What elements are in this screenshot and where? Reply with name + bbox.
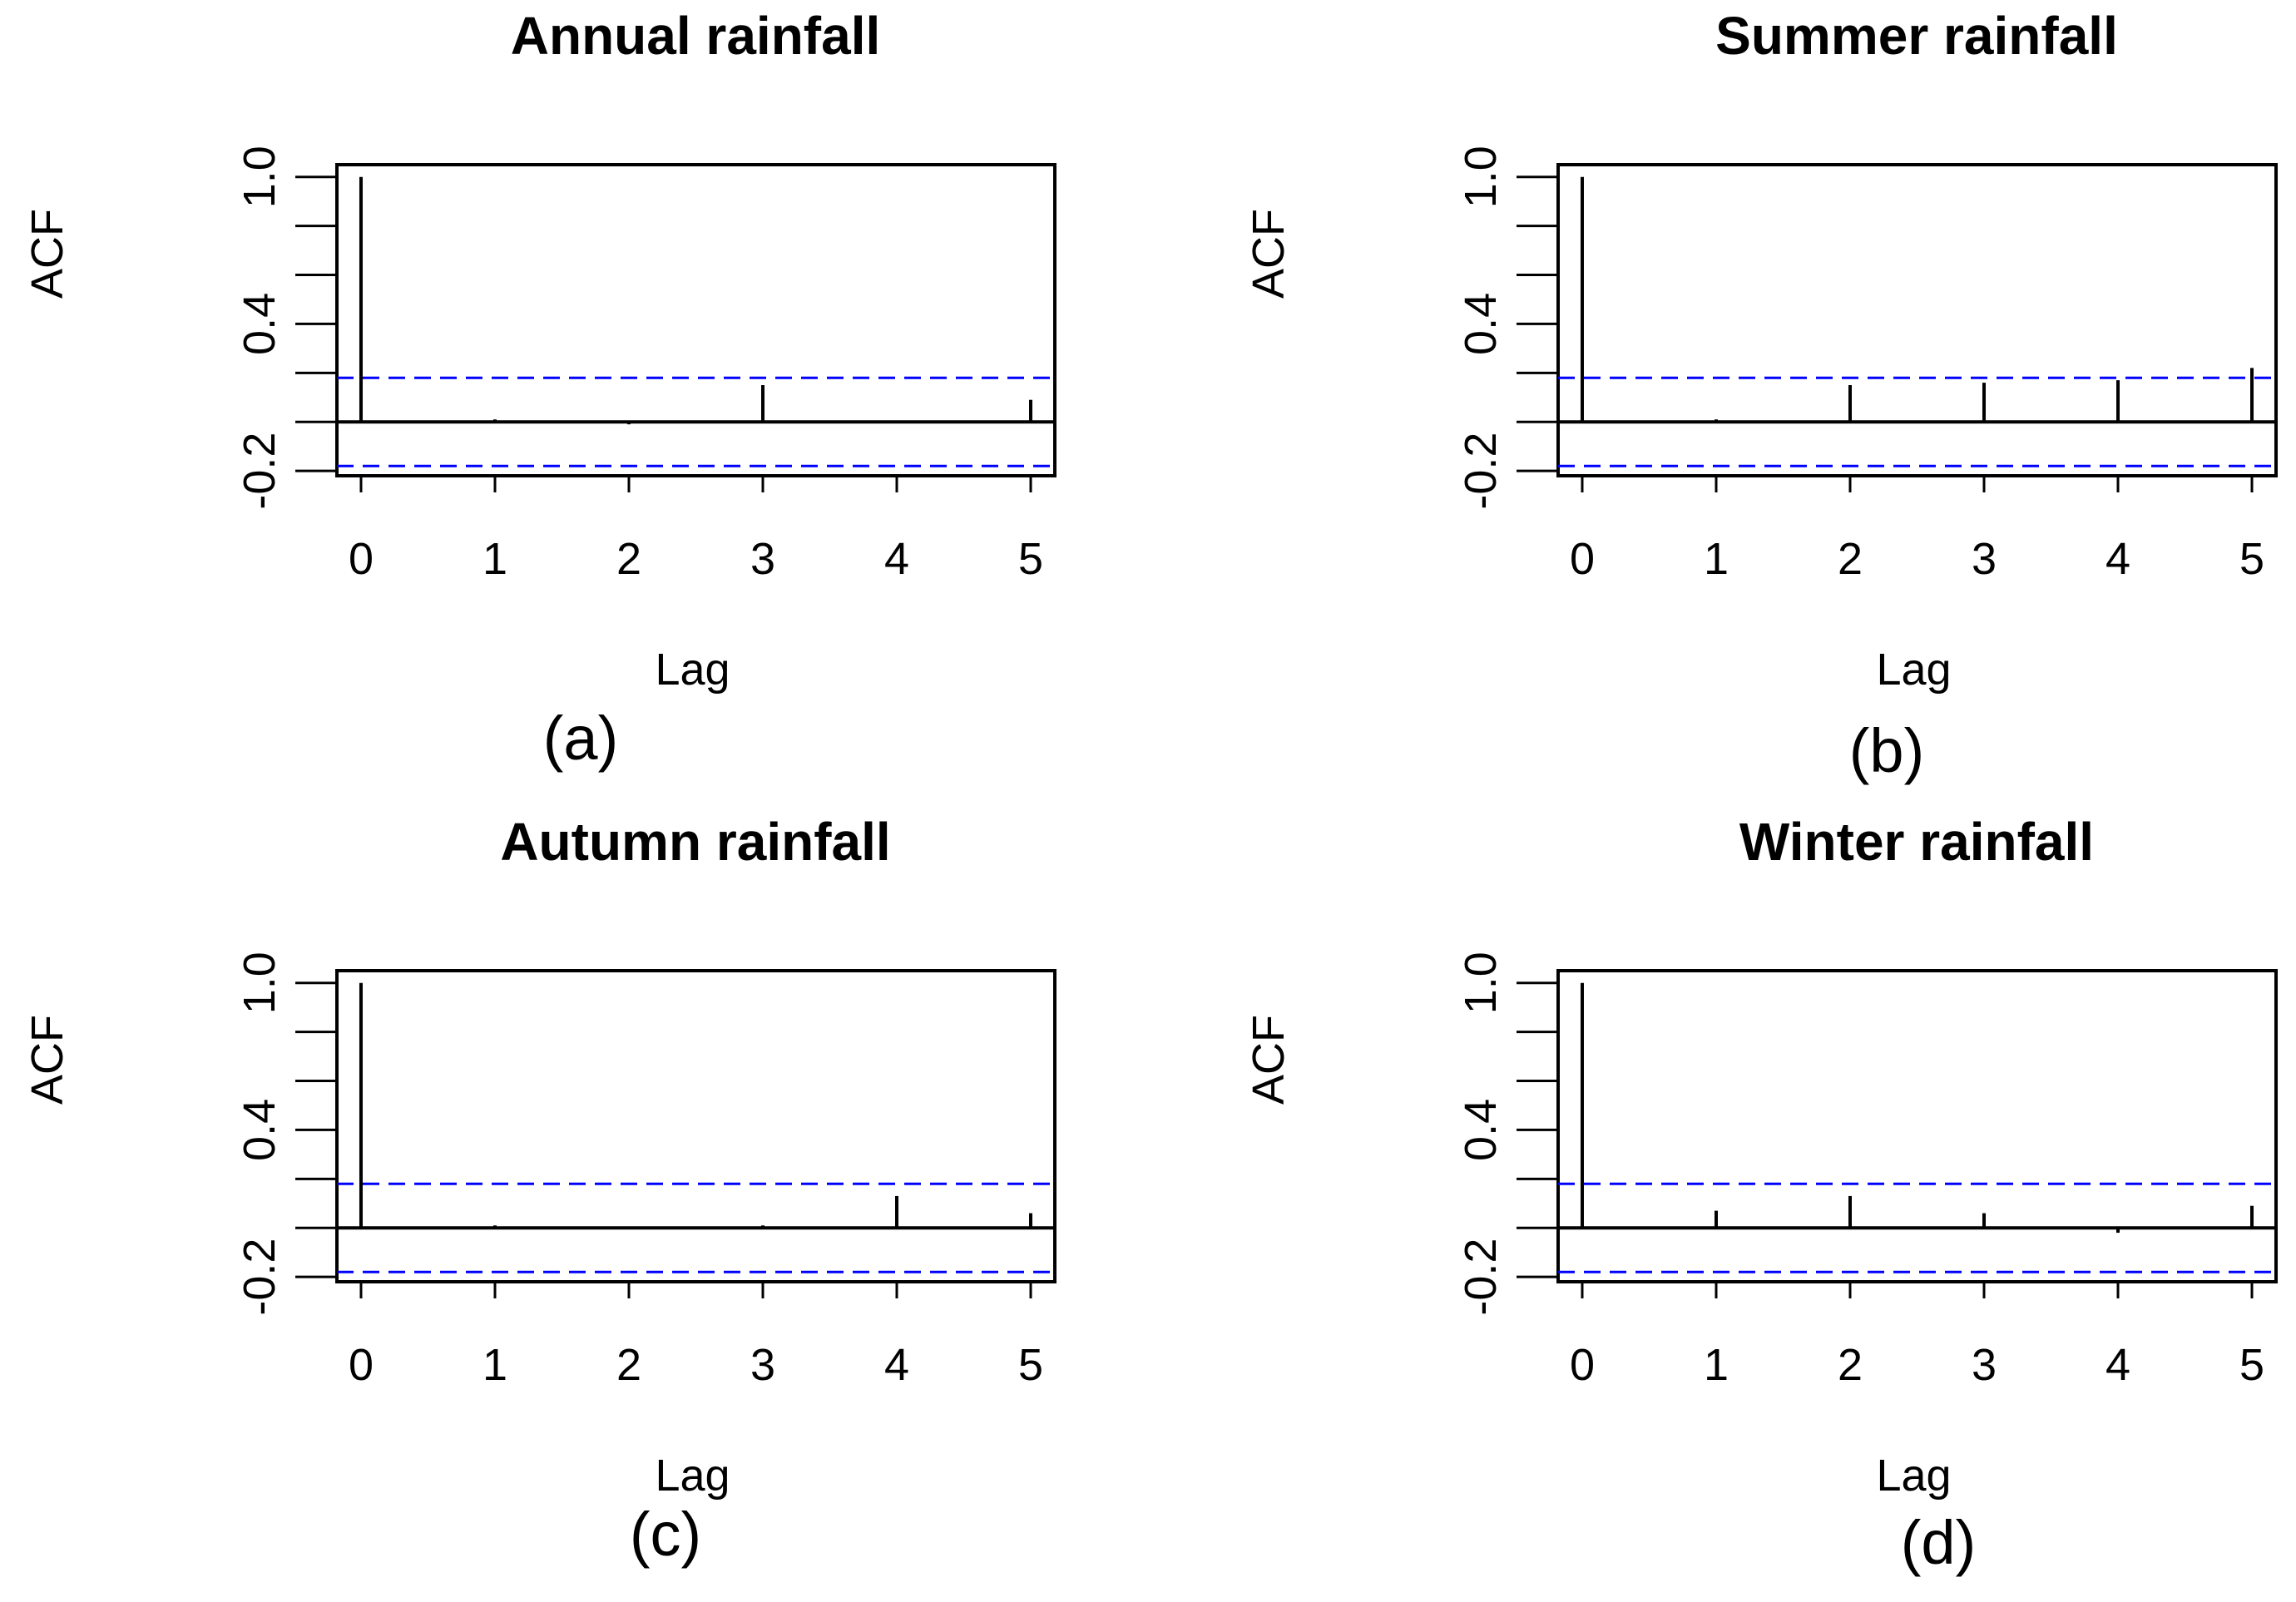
x-tick-label: 2 [1838, 1340, 1863, 1390]
x-tick-label: 4 [2105, 534, 2130, 584]
x-tick-label: 5 [2239, 534, 2264, 584]
plot-frame [335, 969, 1056, 1283]
x-tick-label: 3 [1972, 534, 1997, 584]
plot-frame [335, 163, 1056, 477]
y-tick-label: 0.4 [235, 293, 285, 355]
panel-caption: (a) [543, 704, 618, 773]
x-tick-label: 3 [1972, 1340, 1997, 1390]
y-tick-label: -0.2 [235, 433, 285, 510]
x-tick-label: 5 [1018, 534, 1043, 584]
x-axis-label: Lag [1876, 1451, 1951, 1501]
y-tick-label: 0.4 [1456, 293, 1506, 355]
y-axis-label: ACF [22, 209, 72, 299]
x-tick-label: 0 [1570, 1340, 1595, 1390]
x-tick-label: 0 [1570, 534, 1595, 584]
x-tick-label: 3 [750, 534, 775, 584]
acf-panel-b: Summer rainfall -0.2 0.4 1.0 ACF 0 1 2 3 4 5 Lag (b) [1244, 6, 2278, 785]
y-tick-label: -0.2 [1456, 433, 1506, 510]
x-tick-label: 2 [616, 1340, 641, 1390]
x-tick-label: 4 [884, 1340, 909, 1390]
panel-caption: (d) [1901, 1508, 1976, 1577]
panel-caption: (c) [630, 1500, 701, 1569]
plot-frame [1556, 163, 2278, 477]
x-tick-label: 0 [349, 1340, 374, 1390]
panel-caption: (b) [1849, 716, 1924, 785]
y-axis-label: ACF [1244, 1015, 1294, 1105]
chart-title: Autumn rainfall [500, 812, 890, 872]
acf-panel-a: Annual rainfall -0.2 0.4 1.0 ACF 0 1 2 3 4 5 Lag (a) [22, 6, 1056, 773]
chart-title: Winter rainfall [1739, 812, 2094, 872]
y-tick-label: -0.2 [1456, 1239, 1506, 1316]
y-axis-label: ACF [1244, 209, 1294, 299]
x-tick-label: 0 [349, 534, 374, 584]
x-tick-label: 1 [1704, 534, 1729, 584]
y-axis-label: ACF [22, 1015, 72, 1105]
y-tick-label: 1.0 [235, 952, 285, 1014]
acf-panel-c: Autumn rainfall -0.2 0.4 1.0 ACF 0 1 2 3 4 5 Lag(c) [22, 812, 1056, 1569]
x-tick-label: 2 [1838, 534, 1863, 584]
y-tick-label: 1.0 [235, 146, 285, 208]
x-axis-label: Lag [655, 1451, 730, 1501]
y-tick-label: 1.0 [1456, 952, 1506, 1014]
x-tick-label: 5 [2239, 1340, 2264, 1390]
x-tick-label: 1 [482, 1340, 507, 1390]
x-tick-label: 3 [750, 1340, 775, 1390]
plot-frame [1556, 969, 2278, 1283]
x-axis-label: Lag [655, 645, 730, 695]
x-tick-label: 1 [482, 534, 507, 584]
y-tick-label: 0.4 [1456, 1099, 1506, 1161]
x-axis-label: Lag [1876, 645, 1951, 695]
chart-title: Summer rainfall [1715, 6, 2118, 66]
x-tick-label: 1 [1704, 1340, 1729, 1390]
acf-panel-d: Winter rainfall -0.2 0.4 1.0 ACF 0 1 2 3 4 5 Lag (d) [1244, 812, 2278, 1577]
y-tick-label: 1.0 [1456, 146, 1506, 208]
x-tick-label: 4 [884, 534, 909, 584]
y-tick-label: 0.4 [235, 1099, 285, 1161]
x-tick-label: 5 [1018, 1340, 1043, 1390]
chart-title: Annual rainfall [511, 6, 881, 66]
y-tick-label: -0.2 [235, 1239, 285, 1316]
x-tick-label: 4 [2105, 1340, 2130, 1390]
x-tick-label: 2 [616, 534, 641, 584]
